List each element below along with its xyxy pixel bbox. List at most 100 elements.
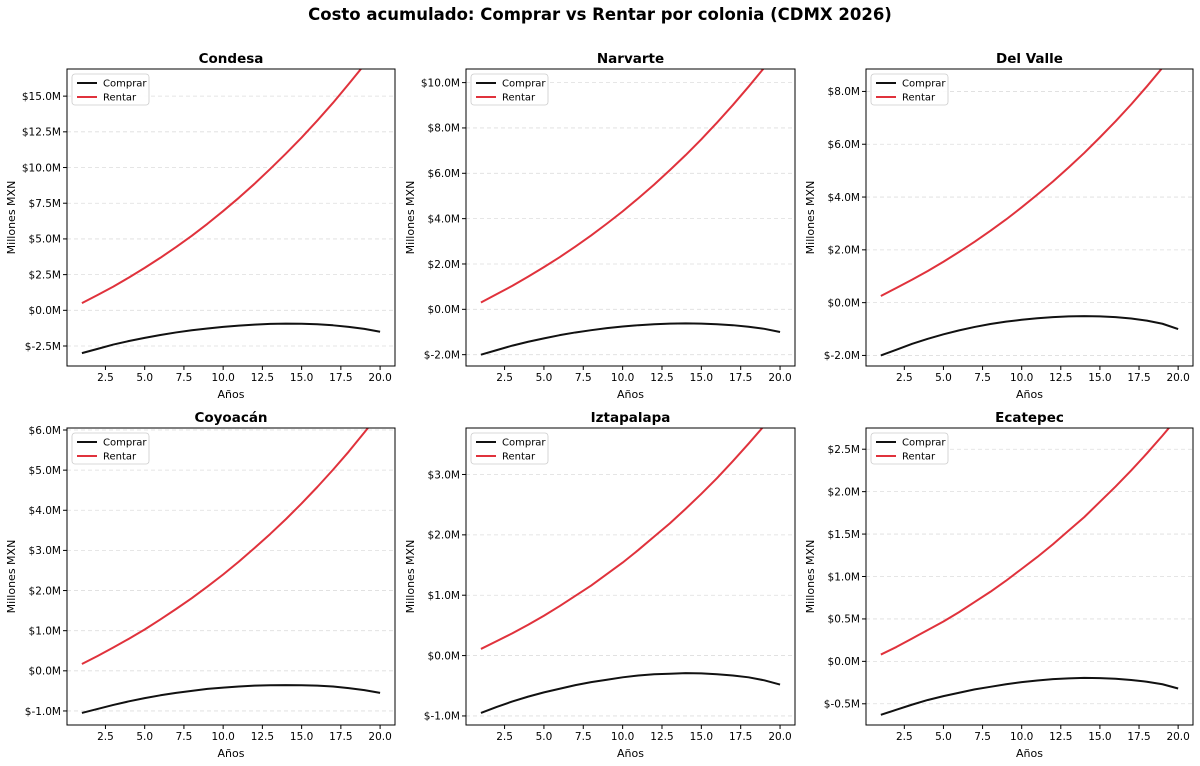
x-tick-label: 7.5 bbox=[575, 731, 592, 743]
y-tick-label: $-1.0M bbox=[25, 706, 61, 718]
x-tick-label: 10.0 bbox=[211, 372, 234, 384]
x-tick-label: 10.0 bbox=[611, 372, 634, 384]
subplot-1: $-2.0M $0.0M $2.0M $4.0M $6.0M $8.0M $10.0M 2.5… bbox=[404, 51, 796, 401]
y-tick-label: $2.0M bbox=[29, 585, 61, 597]
y-tick-label: $1.5M bbox=[828, 529, 860, 541]
plot-frame bbox=[865, 427, 1194, 726]
x-tick-label: 15.0 bbox=[1088, 372, 1111, 384]
plot-frame bbox=[66, 427, 396, 726]
y-tick-label: $3.0M bbox=[29, 545, 61, 557]
plot-frame bbox=[66, 68, 396, 367]
x-tick-label: 12.5 bbox=[251, 731, 274, 743]
series-line-rentar bbox=[480, 428, 764, 650]
series-line-rentar bbox=[480, 69, 765, 304]
x-tick-label: 5.0 bbox=[536, 372, 553, 384]
subplot-title: Del Valle bbox=[996, 51, 1063, 67]
y-tick-label: $2.0M bbox=[428, 259, 460, 271]
x-tick-label: 7.5 bbox=[575, 372, 592, 384]
x-tick-label: 17.5 bbox=[729, 372, 752, 384]
x-tick-label: 20.0 bbox=[368, 372, 391, 384]
y-tick-label: $5.0M bbox=[29, 234, 61, 246]
legend-label-rentar: Rentar bbox=[103, 452, 137, 463]
y-tick-label: $0.0M bbox=[828, 656, 860, 668]
x-tick-label: 5.0 bbox=[935, 731, 952, 743]
x-tick-label: 2.5 bbox=[97, 731, 114, 743]
y-axis-label: Millones MXN bbox=[5, 181, 18, 255]
x-tick-label: 20.0 bbox=[768, 731, 791, 743]
x-tick-label: 5.0 bbox=[935, 372, 952, 384]
legend-label-comprar: Comprar bbox=[103, 79, 147, 90]
y-tick-label: $-2.0M bbox=[824, 350, 860, 362]
x-axis-label: Años bbox=[1016, 388, 1043, 401]
y-tick-label: $-2.0M bbox=[424, 349, 460, 361]
series-line-comprar bbox=[81, 684, 381, 714]
x-tick-label: 7.5 bbox=[974, 372, 991, 384]
legend-label-comprar: Comprar bbox=[103, 438, 147, 449]
x-tick-label: 2.5 bbox=[896, 372, 913, 384]
y-tick-label: $0.0M bbox=[29, 666, 61, 678]
y-tick-label: $-1.0M bbox=[424, 711, 460, 723]
y-tick-label: $2.0M bbox=[428, 530, 460, 542]
y-axis-label: Millones MXN bbox=[804, 540, 817, 614]
x-axis-label: Años bbox=[218, 747, 245, 760]
x-axis-label: Años bbox=[617, 388, 644, 401]
y-tick-label: $5.0M bbox=[29, 465, 61, 477]
y-tick-label: $2.5M bbox=[828, 444, 860, 456]
legend-label-rentar: Rentar bbox=[502, 452, 536, 463]
series-line-rentar bbox=[880, 69, 1163, 297]
x-tick-label: 2.5 bbox=[97, 372, 114, 384]
subplot-0: $-2.5M $0.0M $2.5M $5.0M $7.5M $10.0M $12.5M $1… bbox=[5, 51, 396, 401]
subplot-5: $-0.5M $0.0M $0.5M $1.0M $1.5M $2.0M $2.5M 2.5 5… bbox=[804, 410, 1194, 760]
legend-label-rentar: Rentar bbox=[103, 93, 137, 104]
y-tick-label: $2.0M bbox=[828, 486, 860, 498]
x-tick-label: 17.5 bbox=[729, 731, 752, 743]
chart-main-title: Costo acumulado: Comprar vs Rentar por c… bbox=[308, 5, 892, 24]
x-tick-label: 12.5 bbox=[1049, 372, 1072, 384]
subplot-title: Narvarte bbox=[597, 51, 664, 67]
y-tick-label: $8.0M bbox=[828, 86, 860, 98]
y-tick-label: $0.0M bbox=[428, 304, 460, 316]
subplot-title: Coyoacán bbox=[194, 410, 267, 426]
x-tick-label: 12.5 bbox=[650, 731, 673, 743]
x-tick-label: 7.5 bbox=[176, 372, 193, 384]
y-tick-label: $8.0M bbox=[428, 123, 460, 135]
x-tick-label: 7.5 bbox=[176, 731, 193, 743]
series-line-comprar bbox=[880, 676, 1179, 716]
y-tick-label: $0.5M bbox=[828, 614, 860, 626]
series-line-comprar bbox=[880, 315, 1179, 357]
x-tick-label: 20.0 bbox=[768, 372, 791, 384]
y-tick-label: $1.0M bbox=[828, 571, 860, 583]
subplot-3: $-1.0M $0.0M $1.0M $2.0M $3.0M $4.0M $5.0M $6.0… bbox=[5, 410, 396, 760]
y-tick-label: $4.0M bbox=[29, 505, 61, 517]
legend-label-comprar: Comprar bbox=[902, 438, 946, 449]
legend-label-rentar: Rentar bbox=[502, 93, 536, 104]
y-tick-label: $3.0M bbox=[428, 469, 460, 481]
x-tick-label: 5.0 bbox=[536, 731, 553, 743]
plot-frame bbox=[865, 68, 1194, 367]
y-tick-label: $0.0M bbox=[828, 297, 860, 309]
series-line-comprar bbox=[81, 322, 381, 355]
x-tick-label: 17.5 bbox=[329, 731, 352, 743]
x-tick-label: 2.5 bbox=[496, 731, 513, 743]
y-tick-label: $2.5M bbox=[29, 269, 61, 281]
subplot-title: Condesa bbox=[199, 51, 264, 67]
x-tick-label: 7.5 bbox=[974, 731, 991, 743]
x-tick-label: 20.0 bbox=[1166, 731, 1189, 743]
y-tick-label: $-2.5M bbox=[25, 341, 61, 353]
series-line-comprar bbox=[480, 672, 781, 714]
y-axis-label: Millones MXN bbox=[404, 540, 417, 614]
legend-label-comprar: Comprar bbox=[502, 438, 546, 449]
x-tick-label: 20.0 bbox=[1166, 372, 1189, 384]
x-tick-label: 15.0 bbox=[690, 372, 713, 384]
y-tick-label: $6.0M bbox=[29, 425, 61, 437]
x-tick-label: 12.5 bbox=[650, 372, 673, 384]
x-tick-label: 12.5 bbox=[251, 372, 274, 384]
y-tick-label: $4.0M bbox=[828, 192, 860, 204]
plot-frame bbox=[465, 427, 796, 726]
x-tick-label: 12.5 bbox=[1049, 731, 1072, 743]
plot-frame bbox=[465, 68, 796, 367]
x-axis-label: Años bbox=[218, 388, 245, 401]
y-tick-label: $2.0M bbox=[828, 245, 860, 257]
y-axis-label: Millones MXN bbox=[5, 540, 18, 614]
